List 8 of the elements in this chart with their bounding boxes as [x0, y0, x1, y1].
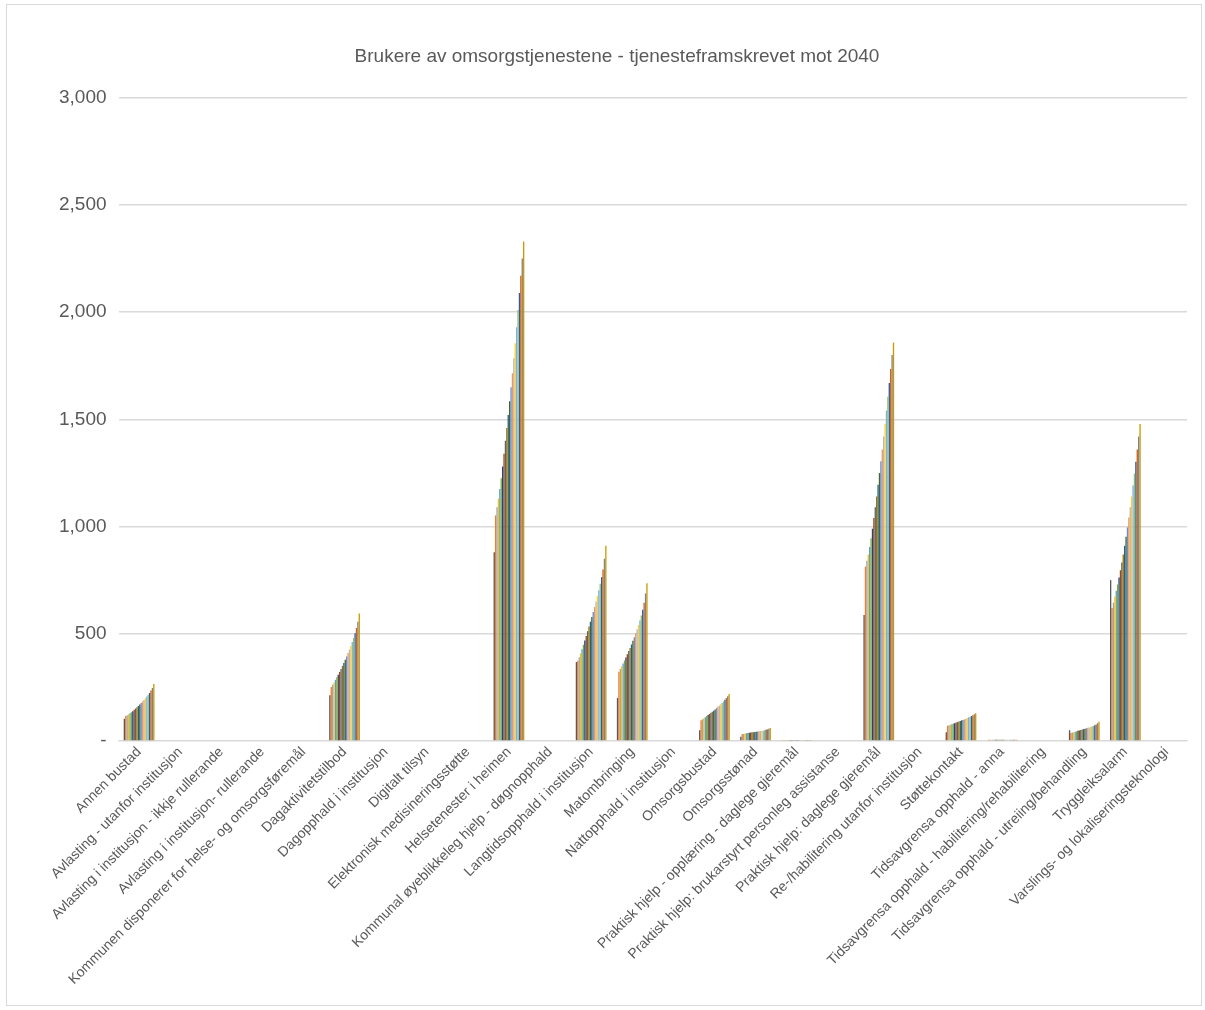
y-tick-label: 3,000 [59, 86, 107, 108]
y-tick-label: - [100, 729, 107, 751]
y-tick-label: 1,500 [59, 407, 107, 429]
y-tick-label: 2,000 [59, 300, 107, 322]
chart-title: Brukere av omsorgstjenestene - tjenesteframskrevet mot 2040 [354, 44, 880, 66]
y-tick-label: 500 [74, 621, 107, 643]
y-tick-label: 2,500 [59, 193, 107, 215]
y-tick-label: 1,000 [59, 514, 107, 536]
